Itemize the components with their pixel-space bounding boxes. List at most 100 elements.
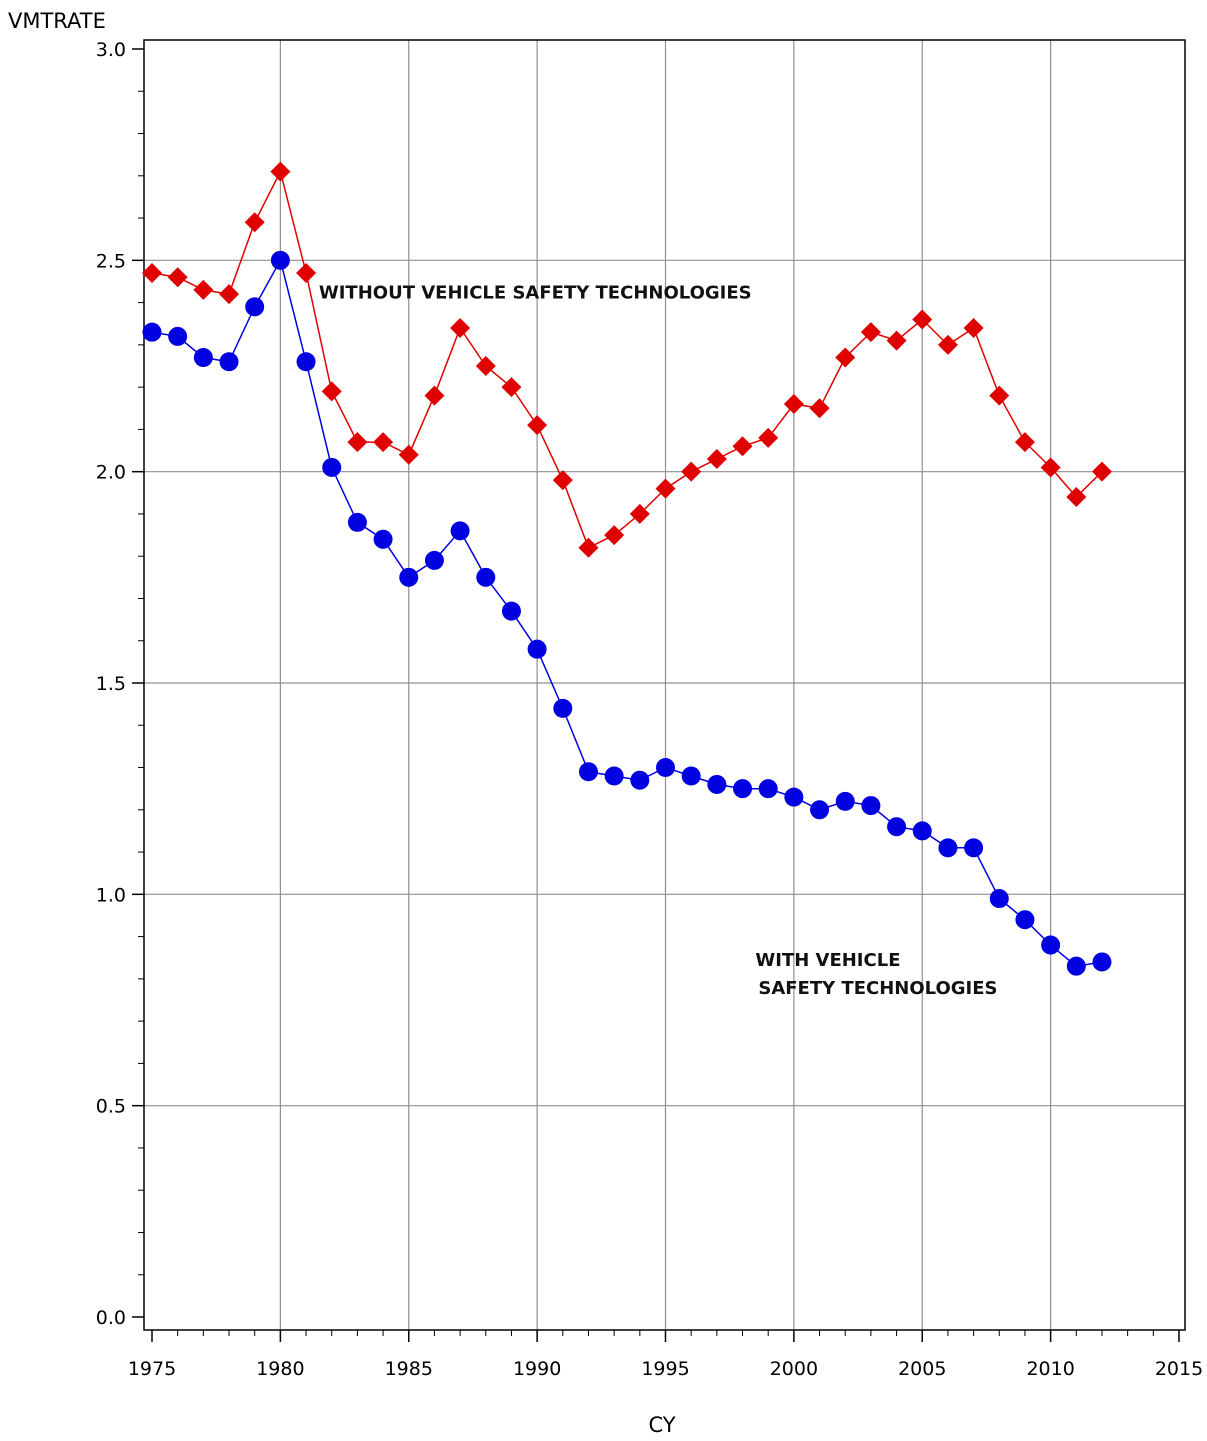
data-point-diamond <box>963 317 984 338</box>
data-point-diamond <box>937 334 958 355</box>
data-point-circle <box>758 779 778 799</box>
data-point-circle <box>861 796 881 816</box>
data-point-circle <box>245 297 265 317</box>
data-point-diamond <box>681 461 702 482</box>
axes: 1975 1980 1985 1990 1995 2000 2005 2010 2015 0.0 0… <box>96 39 1203 1380</box>
data-point-circle <box>810 800 830 820</box>
x-tick-label: 1985 <box>385 1358 433 1380</box>
data-point-circle <box>835 791 855 811</box>
data-point-circle <box>707 774 727 794</box>
data-point-circle <box>1015 910 1035 930</box>
data-point-circle <box>193 348 213 368</box>
annotations: WITHOUT VEHICLE SAFETY TECHNOLOGIES WITH … <box>319 282 998 999</box>
x-tick-label: 1995 <box>641 1358 689 1380</box>
x-tick-label: 1980 <box>256 1358 304 1380</box>
x-tick-label: 2015 <box>1155 1358 1203 1380</box>
data-point-circle <box>784 787 804 807</box>
data-point-circle <box>296 352 316 372</box>
data-point-circle <box>912 821 932 841</box>
data-point-diamond <box>629 503 650 524</box>
data-point-diamond <box>783 394 804 415</box>
data-point-diamond <box>860 322 881 343</box>
data-point-diamond <box>1014 432 1035 453</box>
data-point-diamond <box>167 267 188 288</box>
data-point-diamond <box>193 279 214 300</box>
data-point-diamond <box>578 537 599 558</box>
data-point-circle <box>938 838 958 858</box>
x-tick-label: 2005 <box>898 1358 946 1380</box>
data-point-circle <box>733 779 753 799</box>
data-point-circle <box>527 639 547 659</box>
y-axis-title: VMTRATE <box>8 9 106 33</box>
data-point-diamond <box>1066 487 1087 508</box>
grid <box>144 40 1185 1330</box>
series-line-2 <box>151 258 1103 967</box>
data-point-diamond <box>552 470 573 491</box>
annotation-without-line-1: WITHOUT VEHICLE SAFETY TECHNOLOGIES <box>319 282 752 303</box>
plot-frame <box>143 39 1186 1331</box>
data-point-diamond <box>450 317 471 338</box>
data-point-diamond <box>1040 457 1061 478</box>
data-point-circle <box>450 521 470 541</box>
data-point-diamond <box>424 385 445 406</box>
data-point-circle <box>168 326 188 346</box>
data-point-diamond <box>655 478 676 499</box>
x-tick-label: 2010 <box>1026 1358 1074 1380</box>
x-tick-label: 1975 <box>128 1358 176 1380</box>
data-point-diamond <box>604 525 625 546</box>
data-point-diamond <box>501 377 522 398</box>
data-point-circle <box>424 550 444 570</box>
data-point-circle <box>373 529 393 549</box>
data-point-diamond <box>886 330 907 351</box>
x-axis-title: CY <box>648 1413 675 1437</box>
data-point-diamond <box>398 444 419 465</box>
data-point-diamond <box>321 381 342 402</box>
data-point-circle <box>1066 956 1086 976</box>
data-point-diamond <box>758 427 779 448</box>
y-tick-label: 2.5 <box>96 250 126 272</box>
data-point-circle <box>578 762 598 782</box>
x-tick-label: 1990 <box>513 1358 561 1380</box>
data-point-circle <box>1041 935 1061 955</box>
data-point-diamond <box>835 347 856 368</box>
data-point-diamond <box>809 398 830 419</box>
data-point-circle <box>604 766 624 786</box>
data-point-diamond <box>989 385 1010 406</box>
data-point-circle <box>476 567 496 587</box>
annotation-with-line-2: SAFETY TECHNOLOGIES <box>758 978 997 999</box>
data-point-diamond <box>219 284 240 305</box>
data-point-circle <box>219 352 239 372</box>
y-tick-label: 0.5 <box>96 1096 126 1118</box>
series-layer <box>142 161 1112 976</box>
data-point-diamond <box>732 436 753 457</box>
data-point-circle <box>270 250 290 270</box>
y-tick-label: 1.0 <box>96 884 126 906</box>
data-point-circle <box>989 889 1009 909</box>
y-tick-label: 0.0 <box>96 1307 126 1329</box>
data-point-circle <box>399 567 419 587</box>
data-point-diamond <box>347 432 368 453</box>
data-point-circle <box>553 698 573 718</box>
data-point-diamond <box>912 309 933 330</box>
data-point-diamond <box>1091 461 1112 482</box>
data-point-diamond <box>475 356 496 376</box>
data-point-circle <box>630 770 650 790</box>
x-tick-label: 2000 <box>770 1358 818 1380</box>
data-point-diamond <box>296 263 317 284</box>
data-point-circle <box>501 601 521 621</box>
data-point-diamond <box>706 448 727 469</box>
y-tick-label: 1.5 <box>96 673 126 695</box>
data-point-circle <box>322 457 342 477</box>
data-point-circle <box>347 512 367 532</box>
series-line-1 <box>151 169 1103 549</box>
data-point-circle <box>1092 952 1112 972</box>
data-point-circle <box>142 322 162 342</box>
annotation-with-line-1: WITH VEHICLE <box>755 950 900 971</box>
data-point-diamond <box>527 415 548 436</box>
data-point-circle <box>681 766 701 786</box>
data-point-diamond <box>244 212 265 233</box>
data-point-circle <box>964 838 984 858</box>
data-point-diamond <box>142 263 162 284</box>
data-point-circle <box>656 758 675 778</box>
